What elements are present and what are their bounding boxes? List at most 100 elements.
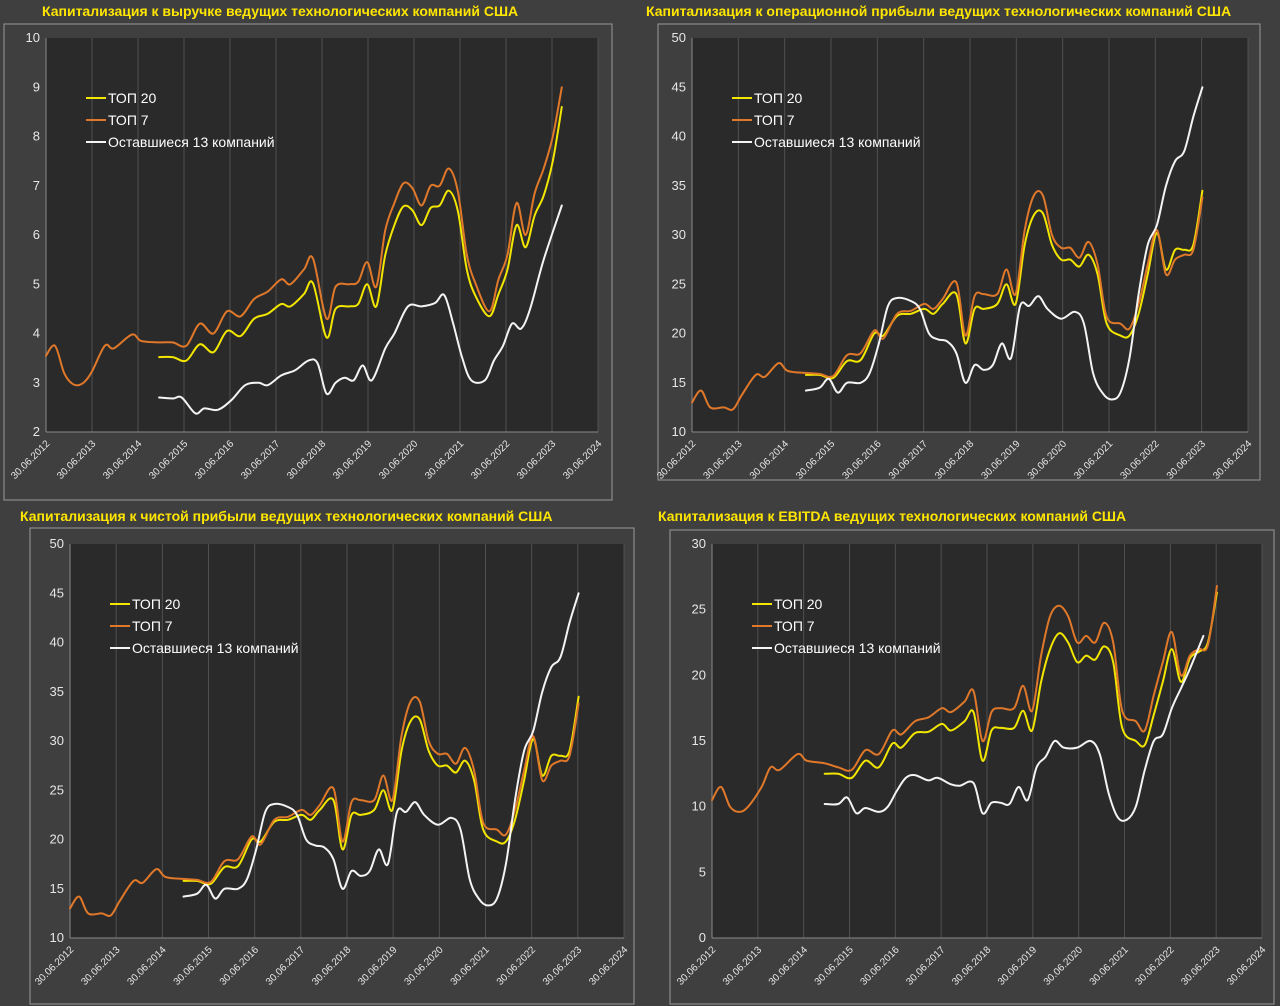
x-tick-label: 30.06.2013	[55, 438, 98, 481]
x-tick-label: 30.06.2017	[887, 438, 930, 481]
y-tick-label: 10	[672, 424, 686, 439]
x-tick-label: 30.06.2015	[172, 944, 215, 987]
x-tick-label: 30.06.2020	[1042, 944, 1085, 987]
series-line-top7	[691, 190, 1204, 411]
x-tick-label: 30.06.2023	[1179, 944, 1222, 987]
y-tick-label: 9	[33, 79, 40, 94]
y-tick-label: 30	[692, 536, 706, 551]
y-tick-label: 30	[50, 733, 64, 748]
y-tick-label: 25	[50, 782, 64, 797]
x-tick-label: 30.06.2024	[561, 438, 604, 481]
y-tick-label: 50	[672, 30, 686, 45]
x-tick-label: 30.06.2018	[310, 944, 353, 987]
y-tick-label: 25	[692, 602, 706, 617]
x-tick-label: 30.06.2013	[702, 438, 745, 481]
y-tick-label: 20	[672, 326, 686, 341]
y-tick-label: 15	[50, 881, 64, 896]
x-tick-label: 30.06.2020	[377, 438, 420, 481]
legend-label: ТОП 20	[774, 596, 823, 612]
y-tick-label: 45	[672, 79, 686, 94]
x-tick-label: 30.06.2014	[767, 944, 810, 987]
x-tick-label: 30.06.2021	[449, 944, 492, 987]
chart-panel-operating-profit: Капитализация к операционной прибыли вед…	[640, 0, 1280, 506]
x-tick-label: 30.06.2024	[1225, 944, 1268, 987]
x-tick-label: 30.06.2021	[423, 438, 466, 481]
x-tick-label: 30.06.2019	[980, 438, 1023, 481]
x-tick-label: 30.06.2016	[841, 438, 884, 481]
y-tick-label: 6	[33, 227, 40, 242]
y-tick-label: 15	[672, 375, 686, 390]
x-tick-label: 30.06.2016	[193, 438, 236, 481]
legend-label: Оставшиеся 13 компаний	[774, 640, 941, 656]
chart-title: Капитализация к EBITDA ведущих технологи…	[658, 508, 1127, 524]
x-tick-label: 30.06.2016	[859, 944, 902, 987]
series-line-rest13	[182, 592, 580, 907]
x-tick-label: 30.06.2021	[1088, 944, 1131, 987]
x-tick-label: 30.06.2013	[79, 944, 122, 987]
x-tick-label: 30.06.2020	[403, 944, 446, 987]
series-line-top20	[158, 106, 563, 363]
x-tick-label: 30.06.2014	[748, 438, 791, 481]
x-tick-label: 30.06.2017	[904, 944, 947, 987]
x-tick-label: 30.06.2021	[1072, 438, 1115, 481]
legend-label: Оставшиеся 13 компаний	[108, 134, 275, 150]
y-tick-label: 4	[33, 326, 40, 341]
y-tick-label: 0	[699, 930, 706, 945]
series-line-top7	[711, 585, 1218, 813]
chart-title: Капитализация к выручке ведущих технолог…	[42, 3, 519, 19]
legend-label: ТОП 20	[132, 596, 181, 612]
x-tick-label: 30.06.2022	[469, 438, 512, 481]
legend-label: ТОП 7	[774, 618, 815, 634]
chart-frame	[669, 529, 1275, 1005]
chart-frame	[3, 23, 613, 501]
legend-label: ТОП 7	[108, 112, 149, 128]
legend-label: Оставшиеся 13 компаний	[132, 640, 299, 656]
x-tick-label: 30.06.2016	[218, 944, 261, 987]
x-tick-label: 30.06.2012	[655, 438, 698, 481]
x-tick-label: 30.06.2015	[813, 944, 856, 987]
x-tick-label: 30.06.2018	[950, 944, 993, 987]
x-tick-label: 30.06.2012	[33, 944, 76, 987]
chart-panel-revenue: Капитализация к выручке ведущих технолог…	[0, 0, 620, 506]
y-tick-label: 10	[692, 799, 706, 814]
y-tick-label: 35	[672, 178, 686, 193]
legend-label: Оставшиеся 13 компаний	[754, 134, 921, 150]
chart-panel-ebitda: Капитализация к EBITDA ведущих технологи…	[640, 506, 1280, 1006]
series-line-top20	[823, 591, 1218, 780]
x-tick-label: 30.06.2013	[721, 944, 764, 987]
y-tick-label: 20	[50, 832, 64, 847]
series-line-rest13	[823, 634, 1205, 822]
y-tick-label: 45	[50, 585, 64, 600]
chart-title: Капитализация к операционной прибыли вед…	[646, 3, 1232, 19]
y-tick-label: 15	[692, 733, 706, 748]
x-tick-label: 30.06.2019	[996, 944, 1039, 987]
x-tick-label: 30.06.2014	[101, 438, 144, 481]
chart-revenue: 2 3 4 5 6 7 8 9 10 30.06.2012 30.06.2013 30.06.2014…	[3, 23, 613, 501]
x-tick-label: 30.06.2022	[1119, 438, 1162, 481]
x-tick-label: 30.06.2023	[541, 944, 584, 987]
series-line-top7	[69, 696, 580, 917]
x-tick-label: 30.06.2022	[1134, 944, 1177, 987]
x-tick-label: 30.06.2018	[933, 438, 976, 481]
x-tick-label: 30.06.2015	[794, 438, 837, 481]
y-tick-label: 40	[50, 635, 64, 650]
legend-label: ТОП 20	[754, 90, 803, 106]
legend-label: ТОП 20	[108, 90, 157, 106]
y-tick-label: 5	[33, 276, 40, 291]
y-tick-label: 5	[699, 864, 706, 879]
y-tick-label: 20	[692, 667, 706, 682]
y-tick-label: 25	[672, 276, 686, 291]
x-tick-label: 30.06.2015	[147, 438, 190, 481]
y-tick-label: 10	[26, 30, 40, 45]
x-tick-label: 30.06.2024	[587, 944, 630, 987]
y-tick-label: 35	[50, 684, 64, 699]
legend-label: ТОП 7	[754, 112, 795, 128]
x-tick-label: 30.06.2018	[285, 438, 328, 481]
chart-frame	[29, 527, 635, 1005]
series-line-rest13	[158, 204, 563, 415]
x-tick-label: 30.06.2022	[495, 944, 538, 987]
y-tick-label: 8	[33, 129, 40, 144]
